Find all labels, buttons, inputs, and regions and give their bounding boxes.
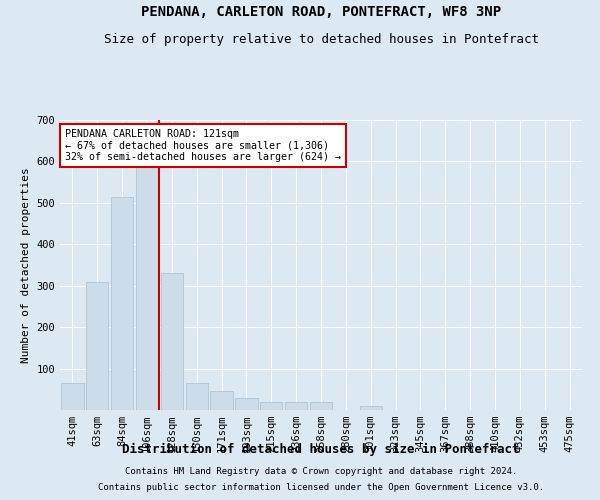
Bar xyxy=(285,402,307,410)
Text: Contains HM Land Registry data © Crown copyright and database right 2024.: Contains HM Land Registry data © Crown c… xyxy=(125,468,517,476)
Bar xyxy=(359,406,382,410)
Bar xyxy=(86,282,109,410)
Text: PENDANA, CARLETON ROAD, PONTEFRACT, WF8 3NP: PENDANA, CARLETON ROAD, PONTEFRACT, WF8 … xyxy=(141,5,501,19)
Bar xyxy=(260,402,283,410)
Bar xyxy=(136,166,158,410)
Bar xyxy=(310,402,332,410)
Text: PENDANA CARLETON ROAD: 121sqm
← 67% of detached houses are smaller (1,306)
32% o: PENDANA CARLETON ROAD: 121sqm ← 67% of d… xyxy=(65,128,341,162)
Bar xyxy=(211,392,233,410)
Text: Size of property relative to detached houses in Pontefract: Size of property relative to detached ho… xyxy=(104,32,539,46)
Bar xyxy=(161,274,183,410)
Bar xyxy=(235,398,257,410)
Bar xyxy=(111,196,133,410)
Bar xyxy=(185,383,208,410)
Bar xyxy=(61,383,83,410)
Text: Distribution of detached houses by size in Pontefract: Distribution of detached houses by size … xyxy=(122,442,520,456)
Y-axis label: Number of detached properties: Number of detached properties xyxy=(21,167,31,363)
Text: Contains public sector information licensed under the Open Government Licence v3: Contains public sector information licen… xyxy=(98,482,544,492)
